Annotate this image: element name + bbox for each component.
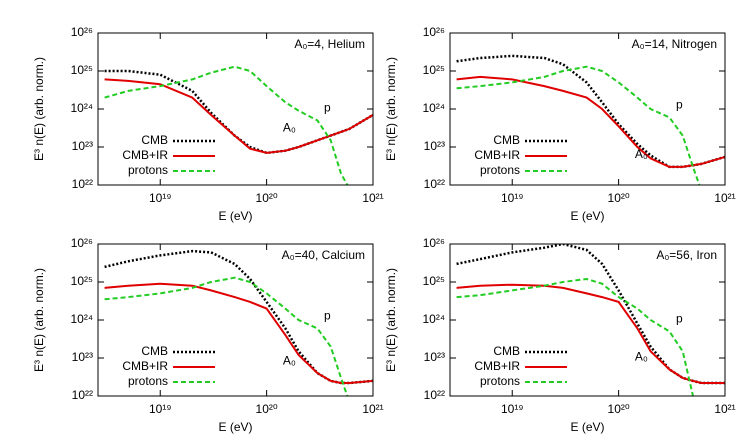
panel-title: A₀=40, Calcium	[282, 248, 365, 262]
x-tick-label: 10²⁰	[608, 402, 630, 416]
curve-label: A₀	[635, 350, 648, 364]
series-line	[104, 78, 373, 154]
x-tick-label: 10¹⁹	[501, 402, 523, 416]
panel: 10¹⁹ 10²⁰ 10²¹ 10²² 10²³ 10²⁴ 10²⁵ 10²⁶ E (eV) E³…	[384, 25, 736, 223]
curve-label: A₀	[283, 353, 296, 367]
series-line	[104, 276, 349, 396]
y-tick-label: 10²⁶	[71, 25, 93, 39]
legend-label: protons	[128, 374, 168, 388]
panel: 10¹⁹ 10²⁰ 10²¹ 10²² 10²³ 10²⁴ 10²⁵ 10²⁶ E (eV) E³…	[32, 236, 384, 434]
x-tick-label: 10²⁰	[256, 191, 278, 205]
curve-label: p	[676, 98, 683, 112]
plot-frame	[97, 243, 374, 397]
y-tick-label: 10²³	[424, 350, 445, 364]
y-tick-label: 10²²	[424, 388, 445, 402]
legend-label: CMB+IR	[474, 148, 520, 162]
y-tick-label: 10²⁵	[423, 63, 445, 77]
y-tick-label: 10²⁵	[71, 274, 93, 288]
x-tick-label: 10²⁰	[608, 191, 630, 205]
y-axis-label: E³ n(E) (arb. norm.)	[32, 268, 46, 372]
legend-label: CMB	[493, 133, 520, 147]
x-axis-label: E (eV)	[218, 209, 252, 223]
x-axis-label: E (eV)	[570, 420, 604, 434]
y-tick-label: 10²⁵	[423, 274, 445, 288]
plot-frame	[449, 32, 726, 186]
plot-frame	[449, 243, 726, 397]
series-line	[456, 75, 725, 168]
panel: 10¹⁹ 10²⁰ 10²¹ 10²² 10²³ 10²⁴ 10²⁵ 10²⁶ E (eV) E³…	[32, 25, 384, 223]
y-tick-label: 10²⁴	[71, 312, 94, 326]
legend-label: protons	[128, 163, 168, 177]
series-line	[456, 277, 694, 396]
plot-area	[104, 65, 373, 185]
y-tick-label: 10²⁵	[71, 63, 93, 77]
curve-label: p	[676, 312, 683, 326]
y-tick-label: 10²⁴	[423, 312, 446, 326]
y-tick-label: 10²²	[72, 388, 93, 402]
panel-title: A₀=56, Iron	[656, 248, 717, 262]
x-tick-label: 10²¹	[714, 191, 735, 205]
y-tick-label: 10²⁶	[71, 236, 93, 250]
series-line	[456, 65, 701, 185]
legend-label: CMB+IR	[122, 359, 168, 373]
y-tick-label: 10²²	[424, 177, 445, 191]
x-tick-label: 10¹⁹	[149, 402, 171, 416]
y-tick-label: 10²⁴	[71, 101, 94, 115]
y-axis-label: E³ n(E) (arb. norm.)	[32, 57, 46, 161]
curve-label: A₀	[635, 147, 648, 161]
panel-title: A₀=4, Helium	[294, 37, 365, 51]
panel-title: A₀=14, Nitrogen	[632, 37, 717, 51]
x-tick-label: 10²¹	[362, 191, 383, 205]
panel: 10¹⁹ 10²⁰ 10²¹ 10²² 10²³ 10²⁴ 10²⁵ 10²⁶ E (eV) E³…	[384, 236, 736, 434]
legend-label: CMB+IR	[122, 148, 168, 162]
series-line	[104, 249, 373, 385]
x-axis-label: E (eV)	[218, 420, 252, 434]
series-line	[104, 282, 373, 384]
y-tick-label: 10²³	[72, 139, 93, 153]
plot-area	[104, 249, 373, 396]
y-axis-label: E³ n(E) (arb. norm.)	[384, 268, 398, 372]
plot-area	[456, 244, 725, 396]
y-tick-label: 10²³	[72, 350, 93, 364]
legend-label: protons	[480, 374, 520, 388]
y-tick-label: 10²⁶	[423, 25, 445, 39]
y-tick-label: 10²³	[424, 139, 445, 153]
curve-label: A₀	[283, 120, 296, 134]
y-tick-label: 10²⁶	[423, 236, 445, 250]
legend-label: protons	[480, 163, 520, 177]
x-tick-label: 10¹⁹	[149, 191, 171, 205]
legend-label: CMB+IR	[474, 359, 520, 373]
x-tick-label: 10¹⁹	[501, 191, 523, 205]
x-tick-label: 10²⁰	[256, 402, 278, 416]
legend-label: CMB	[141, 344, 168, 358]
y-tick-label: 10²⁴	[423, 101, 446, 115]
x-tick-label: 10²¹	[362, 402, 383, 416]
legend-label: CMB	[141, 133, 168, 147]
x-axis-label: E (eV)	[570, 209, 604, 223]
curve-label: p	[324, 101, 331, 115]
x-tick-label: 10²¹	[714, 402, 735, 416]
series-line	[104, 65, 349, 185]
y-tick-label: 10²²	[72, 177, 93, 191]
y-axis-label: E³ n(E) (arb. norm.)	[384, 57, 398, 161]
curve-label: p	[324, 309, 331, 323]
plot-frame	[97, 32, 374, 186]
legend-label: CMB	[493, 344, 520, 358]
plot-area	[456, 54, 725, 185]
